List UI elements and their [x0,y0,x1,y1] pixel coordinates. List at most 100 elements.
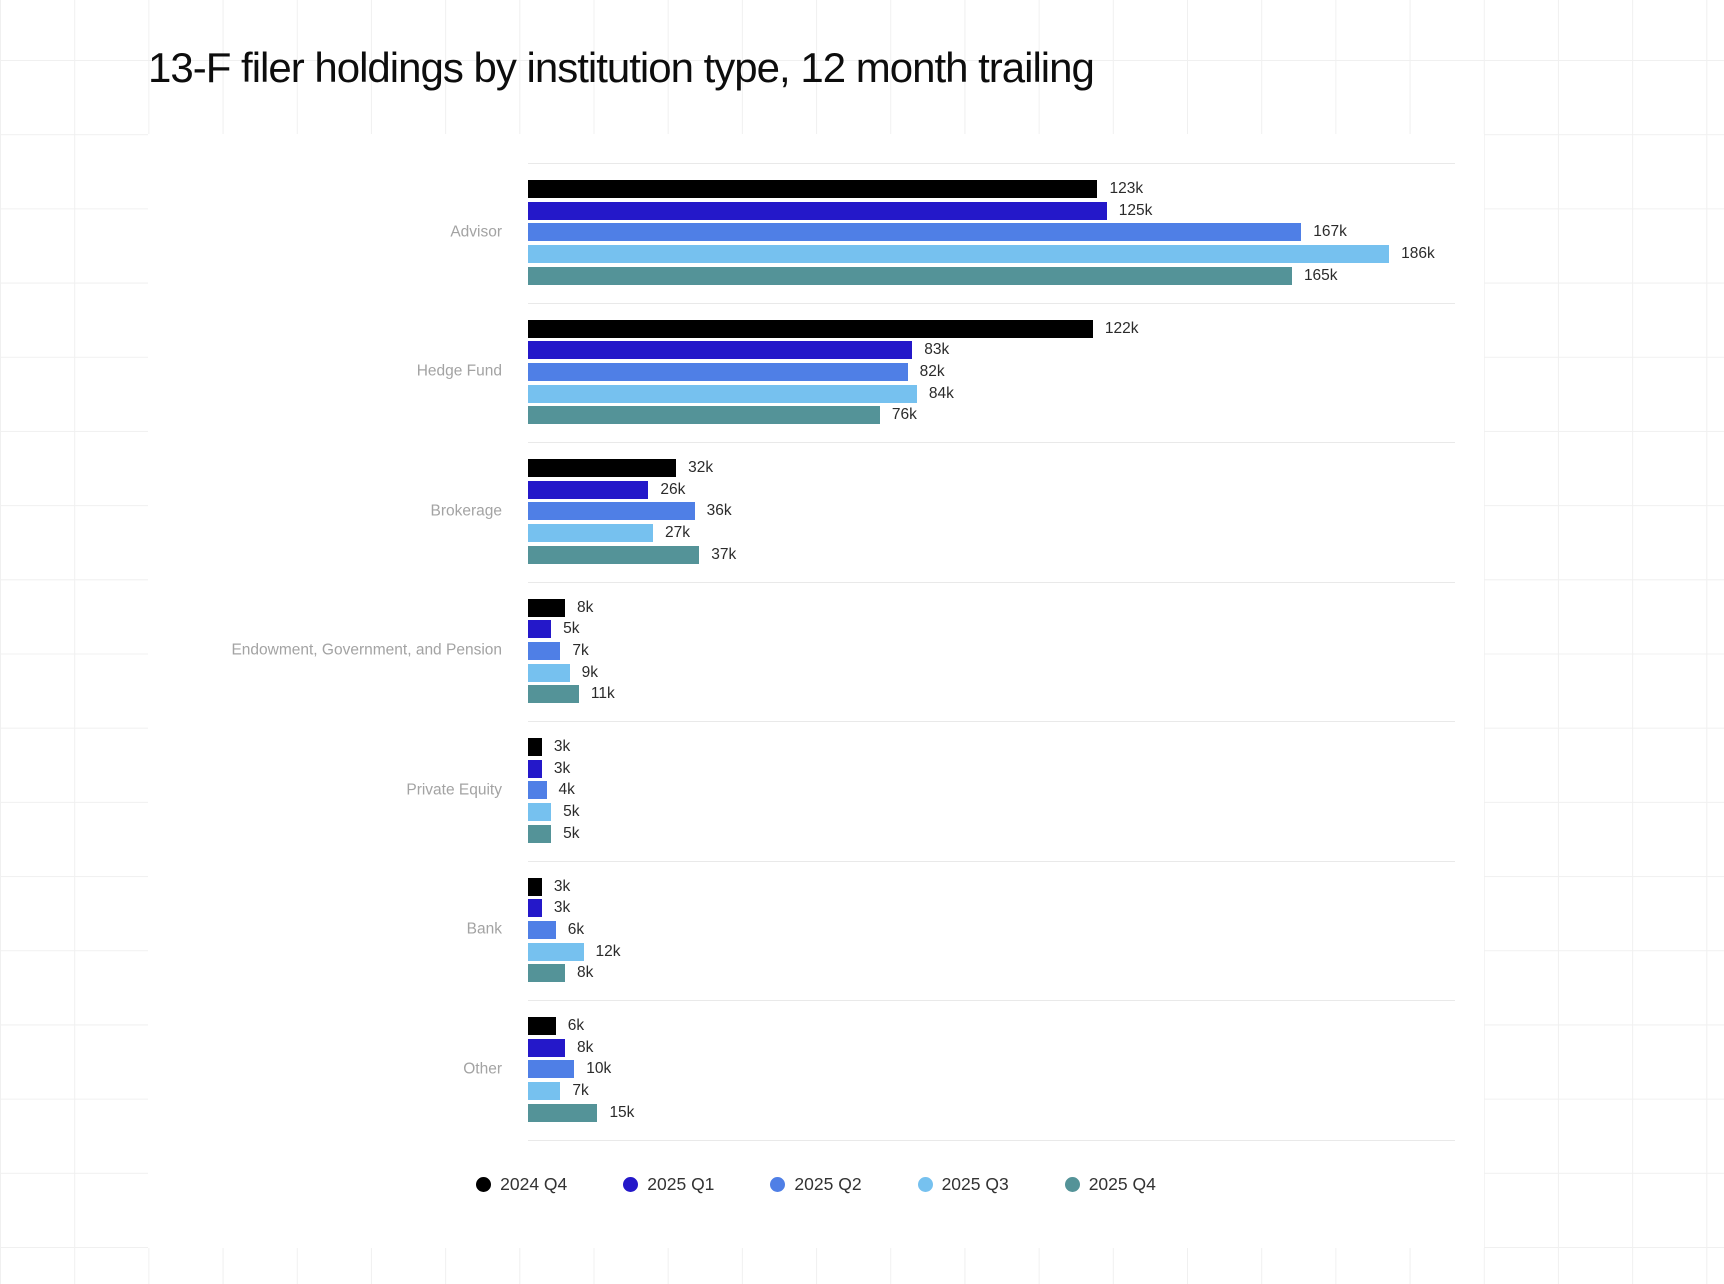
bar-group: Endowment, Government, and Pension 8k 5k 7k… [148,581,1484,722]
bar-group: Advisor 123k 125k 167k 186k 165k [148,163,1484,303]
bar[interactable] [528,1060,575,1079]
separator-line [528,1139,1455,1141]
bar[interactable] [528,641,561,660]
bar[interactable] [528,759,542,778]
bar[interactable] [528,1082,561,1101]
value-label: 76k [891,406,917,424]
legend-dot-icon [623,1177,639,1192]
value-label: 9k [581,663,599,681]
legend-dot-icon [917,1177,933,1192]
category-label: Advisor [450,223,502,241]
value-label: 8k [577,1038,594,1056]
bar-row: 122k [528,319,1139,338]
bar[interactable] [528,877,542,896]
value-label: 3k [553,738,571,755]
bar[interactable] [528,545,700,564]
value-label: 82k [919,362,945,380]
legend-dot-icon [1064,1177,1080,1192]
legend-item[interactable]: 2025 Q4 [1064,1174,1156,1195]
bar-row: 4k [528,781,580,800]
value-label: 5k [563,620,580,638]
bar[interactable] [528,524,653,543]
bar[interactable] [528,180,1098,198]
category-label: Other [463,1060,502,1078]
bar[interactable] [528,362,908,381]
bar[interactable] [528,245,1390,264]
bar[interactable] [528,964,566,983]
bar[interactable] [528,384,917,403]
bar[interactable] [528,920,556,939]
value-label: 12k [595,942,621,960]
bar[interactable] [528,620,552,639]
bar[interactable] [528,899,542,918]
bar-group: Private Equity 3k 3k 4k 5k 5k [148,721,1484,861]
legend-label: 2024 Q4 [500,1174,568,1194]
bar[interactable] [528,459,677,477]
bar-row: 8k [528,598,615,617]
bar-row: 10k [528,1060,634,1079]
bar-stack: 8k 5k 7k 9k 11k [528,598,615,704]
legend-item[interactable]: 2025 Q1 [623,1174,714,1195]
legend-item[interactable]: 2024 Q4 [476,1174,567,1195]
bar-group: Hedge Fund 122k 83k 82k 84k 76k [148,302,1484,443]
value-label: 125k [1118,201,1153,219]
bar-row: 32k [528,459,736,477]
value-label: 7k [572,641,589,659]
bar[interactable] [528,319,1093,338]
bar[interactable] [528,803,552,822]
legend-item[interactable]: 2025 Q3 [917,1174,1009,1195]
bar[interactable] [528,942,584,961]
category-label: Bank [466,920,502,938]
value-label: 3k [553,877,571,895]
value-label: 27k [665,524,690,542]
legend-item[interactable]: 2025 Q2 [770,1174,862,1195]
bar[interactable] [528,824,552,843]
bar-row: 15k [528,1103,635,1122]
bar[interactable] [528,1017,556,1035]
bar[interactable] [528,341,913,360]
bar[interactable] [528,502,695,521]
bar-row: 3k [528,738,580,756]
bar[interactable] [528,480,649,499]
value-label: 186k [1401,245,1435,263]
bar-row: 123k [528,180,1435,198]
bar-row: 27k [528,524,736,543]
bar-row: 8k [528,1038,634,1057]
separator-line [528,721,1455,722]
value-label: 165k [1303,266,1338,284]
bar-row: 3k [528,877,621,896]
bar[interactable] [528,781,547,800]
bar[interactable] [528,201,1107,220]
bar[interactable] [528,1038,566,1057]
bar[interactable] [528,685,579,704]
value-label: 122k [1104,319,1139,337]
bar[interactable] [528,1103,598,1122]
value-label: 26k [660,480,686,498]
bar[interactable] [528,598,566,617]
bar-row: 5k [528,803,580,822]
bar-row: 8k [528,964,621,983]
bar-row: 6k [528,1017,634,1035]
bar-stack: 6k 8k 10k 7k 15k [528,1017,634,1122]
separator-line [528,442,1455,443]
bar-row: 5k [528,620,615,639]
bar-row: 5k [528,824,580,843]
bar-row: 6k [528,920,621,939]
bar[interactable] [528,663,570,682]
value-label: 7k [572,1082,589,1100]
bar-stack: 3k 3k 4k 5k 5k [528,738,580,843]
bar-row: 84k [528,384,1138,403]
bar[interactable] [528,266,1292,285]
bar-stack: 122k 83k 82k 84k 76k [528,319,1139,425]
bar[interactable] [528,223,1302,242]
value-label: 5k [563,803,580,821]
bar[interactable] [528,406,880,425]
legend-label: 2025 Q2 [794,1174,862,1194]
separator-line [528,302,1455,304]
bar-row: 11k [528,685,615,704]
separator-line [528,163,1455,164]
bar[interactable] [528,738,542,756]
value-label: 15k [609,1103,635,1121]
bar-group: Bank 3k 3k 6k 12k 8k [148,860,1484,1001]
value-label: 167k [1313,223,1347,241]
